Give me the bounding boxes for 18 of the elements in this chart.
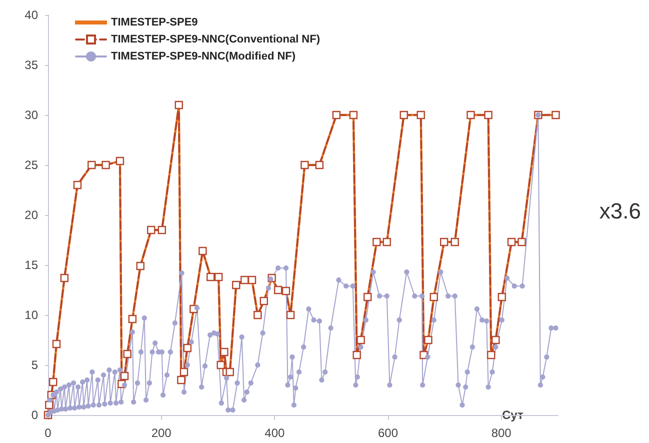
x-tick-label: 0 (44, 426, 52, 440)
y-tick-label: 15 (24, 258, 38, 272)
legend-label: TIMESTEP-SPE9 (111, 16, 198, 28)
y-tick-label: 0 (31, 408, 38, 422)
y-tick-label: 10 (24, 308, 38, 322)
y-tick-label: 35 (24, 58, 38, 72)
x-tick-label: 400 (264, 426, 285, 440)
y-tick-label: 30 (24, 108, 38, 122)
y-tick-label: 40 (24, 8, 38, 22)
y-tick-label: 5 (31, 358, 38, 372)
y-tick-label: 25 (24, 158, 38, 172)
x-tick-label: 200 (151, 426, 172, 440)
legend-label: TIMESTEP-SPE9-NNC(Conventional NF) (111, 34, 320, 46)
y-tick-label: 20 (24, 208, 38, 222)
x-tick-label: 800 (491, 426, 512, 440)
x-tick-label: 600 (378, 426, 398, 440)
text: x3.6 (599, 198, 642, 224)
legend-label: TIMESTEP-SPE9-NNC(Modified NF) (111, 50, 296, 62)
